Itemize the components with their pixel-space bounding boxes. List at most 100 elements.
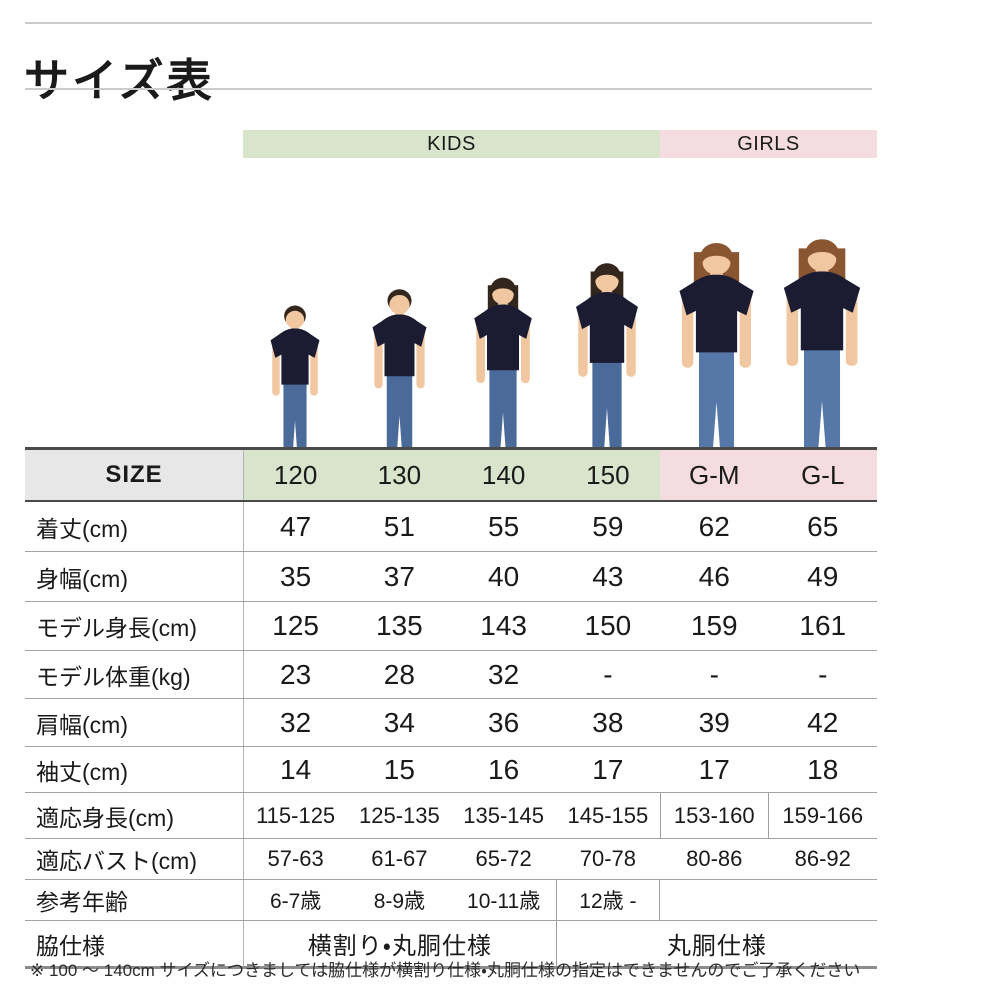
table-cell: 17	[698, 753, 730, 785]
size-column-120: 120	[243, 450, 348, 500]
face-shape	[388, 294, 410, 315]
title-rule-top	[25, 22, 872, 24]
table-cell: 143	[480, 610, 527, 641]
face-shape	[285, 310, 305, 329]
jeans-shape	[386, 374, 412, 447]
model-photo-G-M	[665, 234, 768, 447]
table-cell: 38	[592, 706, 624, 738]
table-cell: 14	[243, 747, 347, 792]
table-cell: 16	[488, 753, 520, 785]
jeans-shape	[489, 367, 517, 447]
table-cell: 65-72	[475, 846, 532, 871]
table-body: 着丈(cm) 47 51 55 59 62 65 身幅(cm) 35 37 40 43 46 49 モデル身…	[25, 502, 877, 966]
size-header-row: SIZE 120 130 140 150 G-M G-L	[25, 450, 877, 502]
table-cell: 59	[592, 510, 624, 542]
table-cell: 57-63	[243, 839, 347, 879]
table-row: 参考年齢 6-7歳 8-9歳 10-11歳 12歳 -	[25, 880, 877, 921]
table-cell: 10-11歳	[467, 890, 541, 913]
row-label: 脇仕様	[36, 932, 105, 959]
girls-group-header: GIRLS	[660, 130, 877, 158]
table-row: 適応身長(cm) 115-125 125-135 135-145 145-155 153-…	[25, 793, 877, 839]
size-column-140: 140	[451, 450, 556, 500]
table-row: 適応バスト(cm) 57-63 61-67 65-72 70-78 80-86 86-92	[25, 839, 877, 880]
size-column-G-M: G-M	[660, 450, 769, 500]
table-cell: 43	[592, 560, 624, 592]
table-cell: 12歳 -	[555, 880, 660, 920]
table-row: 着丈(cm) 47 51 55 59 62 65	[25, 502, 877, 552]
table-cell: -	[709, 658, 719, 690]
row-label: 袖丈(cm)	[36, 758, 128, 785]
table-row: 脇仕様 横割り・丸胴仕様 丸胴仕様	[25, 921, 877, 966]
table-row: 袖丈(cm) 14 15 16 17 17 18	[25, 747, 877, 793]
row-label: 適応身長(cm)	[36, 804, 174, 831]
table-cell: 125-135	[359, 802, 440, 828]
table-cell: 49	[807, 560, 839, 592]
table-cell: 丸胴仕様	[555, 921, 877, 966]
model-photo-G-L	[769, 230, 875, 447]
table-cell: 28	[383, 658, 415, 690]
table-cell: 32	[488, 658, 520, 690]
table-cell: 18	[807, 753, 839, 785]
table-cell: 159-166	[782, 802, 864, 828]
size-header-label: SIZE	[25, 450, 243, 500]
page-title: サイズ表	[24, 55, 215, 107]
tshirt-shape	[678, 274, 754, 353]
tshirt-shape	[372, 314, 426, 377]
bangs-shape	[594, 268, 620, 282]
row-label: 着丈(cm)	[36, 515, 128, 542]
model-photo-150	[564, 255, 650, 447]
table-cell: 47	[243, 502, 347, 551]
model-photo-120	[261, 299, 329, 447]
model-photo-130	[362, 282, 437, 447]
table-cell: 32	[243, 699, 347, 746]
table-cell: 80-86	[686, 846, 743, 871]
table-row: モデル身長(cm) 125 135 143 150 159 161	[25, 602, 877, 651]
size-column-150: 150	[555, 450, 660, 500]
table-cell: 161	[799, 610, 847, 641]
table-cell: 159	[690, 610, 738, 641]
table-cell: 135	[376, 610, 423, 641]
row-label: 適応バスト(cm)	[36, 848, 197, 874]
table-cell: 125	[243, 602, 347, 650]
title-rule-bottom	[25, 88, 872, 90]
footnote: ※ 100 ～ 140cm サイズにつきましては脇仕様が横割り仕様・丸胴仕様の指…	[30, 961, 861, 980]
row-label: モデル体重(kg)	[36, 663, 191, 690]
table-cell: 153-160	[660, 793, 769, 838]
table-cell: 55	[488, 510, 520, 542]
tshirt-shape	[270, 328, 320, 385]
table-cell: 115-125	[243, 793, 347, 838]
kids-group-header: KIDS	[243, 130, 660, 158]
table-cell: 51	[383, 510, 415, 542]
table-row: モデル体重(kg) 23 28 32 - - -	[25, 651, 877, 699]
row-label: 身幅(cm)	[36, 565, 128, 592]
table-cell: 37	[383, 560, 415, 592]
bangs-shape	[807, 244, 837, 260]
size-column-130: 130	[347, 450, 452, 500]
size-column-G-L: G-L	[768, 450, 877, 500]
tshirt-shape	[474, 304, 532, 371]
table-cell: 145-155	[567, 802, 649, 828]
jeans-shape	[592, 360, 622, 447]
table-cell: 15	[383, 753, 415, 785]
table-cell: 46	[698, 560, 730, 592]
table-cell: 135-145	[463, 802, 544, 828]
jeans-shape	[803, 347, 841, 447]
table-cell: -	[818, 658, 828, 690]
table-cell: -	[603, 658, 613, 690]
tshirt-shape	[783, 271, 861, 351]
table-cell: 61-67	[371, 846, 428, 871]
table-cell: 17	[592, 753, 624, 785]
row-label: 参考年齢	[36, 889, 128, 915]
table-cell: 86-92	[794, 846, 851, 871]
table-cell: 70-78	[579, 846, 637, 871]
table-cell: 62	[698, 510, 730, 542]
table-cell: 40	[488, 560, 520, 592]
table-cell: 34	[383, 706, 415, 738]
table-cell: 35	[243, 552, 347, 601]
table-cell: 8-9歳	[373, 890, 426, 913]
model-photo-140	[463, 270, 543, 447]
table-row: 肩幅(cm) 32 34 36 38 39 42	[25, 699, 877, 747]
table-row: 身幅(cm) 35 37 40 43 46 49	[25, 552, 877, 602]
bangs-shape	[701, 248, 731, 263]
jeans-shape	[283, 382, 307, 447]
